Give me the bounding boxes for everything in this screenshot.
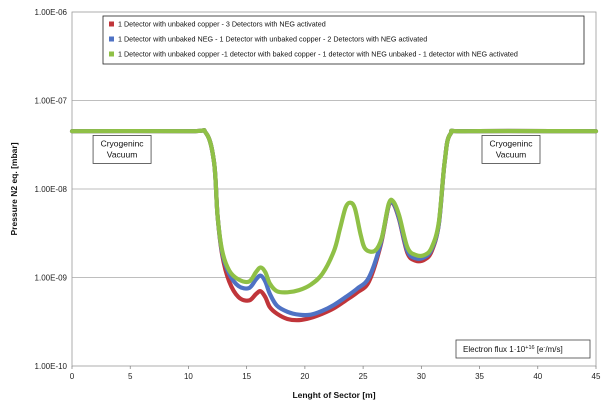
legend-marker — [109, 36, 114, 42]
annotation-text: Vacuum — [496, 149, 527, 159]
flux-prefix: Electron flux 1·10 — [463, 345, 526, 354]
x-tick-label: 0 — [70, 372, 75, 381]
legend-entry: 1 Detector with unbaked copper -1 detect… — [118, 50, 518, 59]
annotation-text: Vacuum — [107, 149, 138, 159]
x-tick-label: 20 — [300, 372, 309, 381]
flux-exponent: +16 — [525, 345, 534, 351]
y-tick-label: 1.00E-08 — [35, 185, 68, 194]
flux-unit-close: /m/s] — [545, 345, 562, 354]
y-axis-ticks: 1.00E-10 1.00E-09 1.00E-08 1.00E-07 1.00E-06 — [35, 8, 68, 371]
series-layer — [69, 128, 599, 323]
legend-entry: 1 Detector with unbaked copper - 3 Detec… — [118, 20, 326, 29]
x-tick-label: 25 — [359, 372, 368, 381]
x-tick-label: 45 — [592, 372, 601, 381]
y-axis-title: Pressure N2 eq. [mbar] — [9, 142, 19, 235]
x-tick-label: 10 — [184, 372, 193, 381]
plot-frame — [71, 11, 597, 367]
y-tick-label: 1.00E-10 — [35, 362, 68, 371]
electron-flux-label: Electron flux 1·10+16 [e-/m/s] — [463, 345, 563, 354]
flux-unit-sup: - — [544, 345, 546, 351]
flux-unit-open: [e — [535, 345, 544, 354]
y-tick-label: 1.00E-09 — [35, 274, 68, 283]
annotation-box — [92, 135, 152, 164]
electron-flux-frame — [455, 339, 591, 359]
legend-marker — [109, 21, 114, 27]
y-tick-label: 1.00E-06 — [35, 8, 68, 17]
grid-lines — [72, 100, 596, 278]
annotation-box — [481, 135, 541, 164]
legend-box — [102, 15, 585, 65]
x-axis-ticks: 0 5 10 15 20 25 30 35 40 45 — [70, 366, 601, 381]
legend: 1 Detector with unbaked copper - 3 Detec… — [102, 15, 585, 65]
legend-entry: 1 Detector with unbaked NEG - 1 Detector… — [118, 35, 427, 44]
x-tick-label: 15 — [242, 372, 251, 381]
annotation-text: Cryogeninc — [489, 138, 533, 148]
annotation-text: Cryogeninc — [101, 138, 145, 148]
x-axis-title: Lenght of Sector [m] — [292, 390, 375, 400]
x-tick-label: 35 — [475, 372, 484, 381]
legend-marker — [109, 51, 114, 57]
series-mixed-detectors — [69, 128, 599, 295]
electron-flux-box: Electron flux 1·10+16 [e-/m/s] — [455, 339, 591, 359]
x-tick-label: 30 — [417, 372, 426, 381]
x-tick-label: 40 — [533, 372, 542, 381]
y-tick-label: 1.00E-07 — [35, 97, 68, 106]
x-tick-label: 5 — [128, 372, 133, 381]
